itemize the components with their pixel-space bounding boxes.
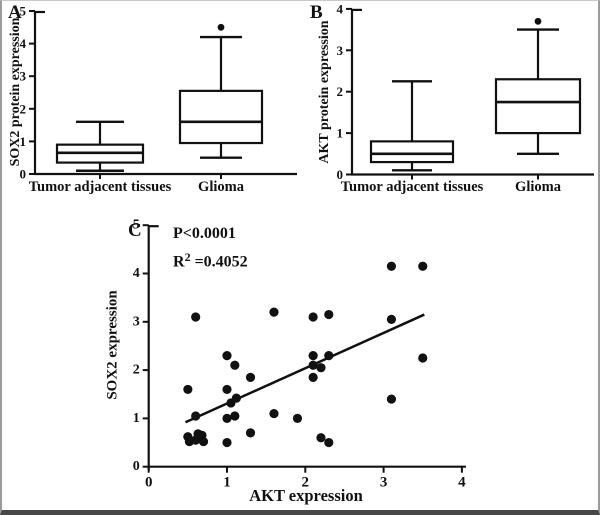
scatter-point: [222, 437, 232, 448]
r-squared-annotation: R2 =0.4052: [173, 250, 248, 270]
axis-tick-label: 2: [133, 363, 140, 378]
scatter-point: [191, 312, 201, 322]
scatter-point: [230, 411, 240, 421]
scatter-point: [386, 394, 397, 404]
scatter-point: [245, 372, 256, 382]
scatter-point: [222, 413, 232, 423]
axis-tick-label: 3: [20, 69, 27, 84]
r-squared-value: =0.4052: [190, 253, 248, 271]
axis-tick-label: 1: [20, 134, 27, 149]
scatter-point: [231, 393, 241, 403]
axis-tick-label: 4: [133, 266, 140, 281]
box-glioma: [178, 89, 264, 145]
scatter-point: [324, 437, 334, 448]
scatter-point: [245, 428, 256, 438]
axis-tick-label: 1: [133, 411, 140, 426]
axis-tick-label: 5: [20, 4, 27, 19]
box-glioma: [494, 78, 582, 135]
axis-tick-label: 2: [337, 84, 344, 99]
box-glioma-outlier-point: [217, 23, 225, 31]
scatter-point: [183, 384, 193, 395]
scatter-point: [269, 307, 279, 317]
r-squared-base: R: [173, 253, 185, 271]
axis-tick-label: 4: [458, 475, 466, 491]
scatter-point: [386, 314, 397, 324]
scatter-point: [308, 360, 318, 370]
axis-tick-label: 4: [20, 36, 27, 51]
scatter-point: [316, 433, 326, 443]
scatter-point: [222, 384, 232, 395]
axis-tick-label: 0: [133, 459, 140, 474]
panel-b-category-glioma: Glioma: [515, 179, 561, 195]
scatter-point: [418, 353, 428, 363]
axis-tick-label: 1: [223, 475, 231, 491]
scatter-point: [316, 363, 326, 373]
axis-tick-label: 3: [337, 43, 344, 58]
axis-tick-label: 5: [133, 218, 140, 233]
panel-a-category-glioma: Glioma: [198, 179, 244, 195]
regression-line: [184, 313, 425, 424]
scatter-point: [269, 408, 279, 419]
scatter-point: [191, 411, 201, 421]
scatter-point: [308, 312, 318, 322]
panel-a-letter: A: [8, 2, 22, 23]
axis-tick-label: 3: [133, 314, 140, 329]
panel-b-boxplot: 0 1 2 3 4: [337, 1, 594, 182]
panel-a-boxplot: 0 1 2 3 4 5: [20, 4, 297, 182]
axis-tick-label: 0: [145, 475, 153, 491]
scatter-point: [292, 413, 303, 423]
scatter-point: [324, 309, 334, 320]
axis-tick-label: 0: [337, 167, 344, 182]
axis-tick-label: 1: [337, 126, 344, 141]
box-tumor-adjacent: [369, 140, 455, 164]
panel-b-letter: B: [310, 2, 323, 23]
panel-c-letter: C: [128, 220, 142, 241]
scatter-point: [308, 372, 318, 382]
scatter-point: [324, 351, 334, 361]
panel-b-category-tumor-adjacent: Tumor adjacent tissues: [340, 179, 484, 195]
scatter-point: [198, 436, 209, 447]
scatter-point: [386, 261, 397, 271]
panel-c-scatterplot: 0 1 2 3 4 5 0 1 2 3 4: [133, 218, 466, 491]
r-squared-exponent: 2: [184, 250, 191, 264]
axis-tick-label: 2: [302, 475, 310, 491]
box-glioma-outlier-point: [534, 17, 542, 25]
axis-tick-label: 3: [380, 475, 388, 491]
panel-c-x-axis-title: AKT expression: [249, 486, 363, 505]
scatter-point: [230, 360, 240, 370]
scatter-point: [222, 351, 232, 361]
p-value-annotation: P<0.0001: [173, 225, 236, 242]
axis-tick-label: 2: [20, 101, 27, 116]
panel-a-category-tumor-adjacent: Tumor adjacent tissues: [28, 179, 172, 195]
axis-tick-label: 0: [20, 167, 27, 182]
axis-tick-label: 4: [337, 1, 344, 16]
scatter-point: [308, 351, 318, 361]
scatter-point: [418, 261, 428, 271]
